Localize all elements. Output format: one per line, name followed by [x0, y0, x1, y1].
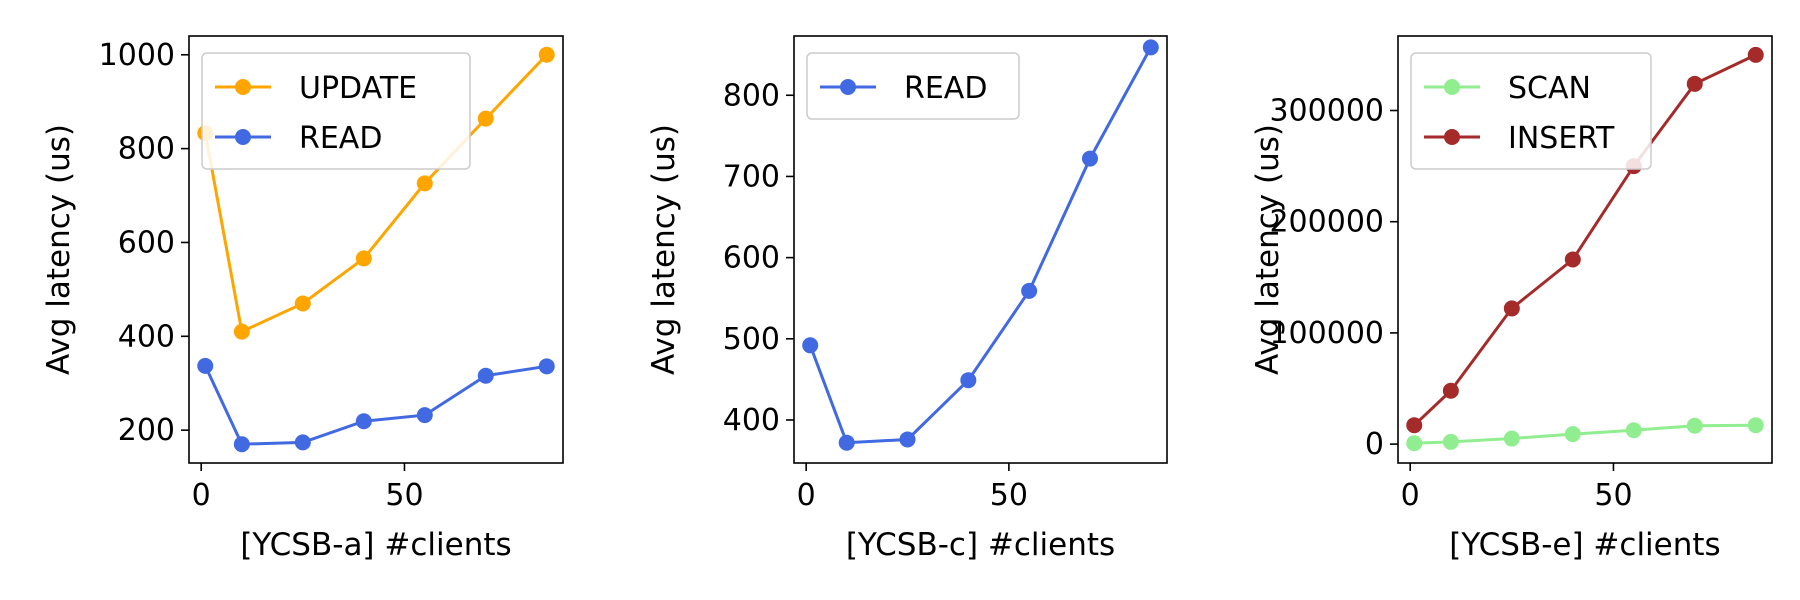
series-read [197, 357, 555, 453]
data-point-read [233, 436, 250, 453]
series-line-read [203, 364, 547, 446]
data-point-insert [1686, 75, 1703, 92]
data-point-scan [1406, 435, 1423, 452]
x-tick-label: 0 [192, 478, 211, 513]
y-tick-label: 200000 [1269, 205, 1384, 240]
axes-frame [1397, 35, 1773, 464]
axes-frame [188, 35, 564, 464]
legend-marker-read [840, 79, 856, 95]
series-read [802, 39, 1159, 451]
y-tick-label: 300000 [1269, 94, 1384, 129]
data-point-read [1081, 150, 1098, 167]
data-point-scan [1564, 426, 1581, 443]
y-tick-label: 500 [723, 322, 780, 357]
x-axis-label: [YCSB-c] #clients [846, 527, 1115, 563]
series-line-scan [1414, 423, 1756, 445]
data-point-read [838, 434, 855, 451]
data-point-read [355, 413, 372, 430]
legend-box [806, 52, 1020, 120]
series-update [197, 46, 555, 340]
y-tick-label: 800 [118, 132, 175, 167]
y-tick-label: 400 [118, 319, 175, 354]
y-tick-label: 600 [118, 225, 175, 260]
legend-box [201, 52, 471, 170]
data-point-read [197, 357, 214, 374]
y-axis-label: Avg latency (us) [1250, 124, 1286, 375]
data-point-read [899, 431, 916, 448]
x-axis-label: [YCSB-a] #clients [240, 527, 511, 563]
data-point-insert [1564, 251, 1581, 268]
data-point-scan [1442, 433, 1459, 450]
x-tick-label: 0 [1401, 478, 1420, 513]
data-point-scan [1503, 430, 1520, 447]
chart-panel-2: 400 500 600 700 800 0 50 [YCSB-c] #clients Avg l… [646, 35, 1168, 563]
axes-frame [793, 35, 1168, 464]
legend-marker-scan [1444, 79, 1460, 95]
data-point-update [355, 250, 372, 267]
data-point-update [538, 46, 555, 63]
data-point-read [294, 434, 311, 451]
data-point-update [233, 323, 250, 340]
y-axis-label: Avg latency (us) [41, 124, 77, 375]
legend-marker-insert [1444, 129, 1460, 145]
legend-label-insert: INSERT [1508, 121, 1615, 156]
legend-label-update: UPDATE [299, 71, 417, 106]
data-point-insert [1442, 382, 1459, 399]
data-point-read [960, 372, 977, 389]
data-point-scan [1686, 417, 1703, 434]
data-point-insert [1503, 300, 1520, 317]
data-point-scan [1747, 417, 1764, 434]
y-tick-label: 700 [723, 159, 780, 194]
data-point-update [477, 110, 494, 127]
y-tick-label: 1000 [99, 38, 175, 73]
data-point-read [802, 337, 819, 354]
y-tick-label: 400 [723, 403, 780, 438]
legend-label-read: READ [904, 71, 987, 106]
legend: READ [806, 52, 1020, 120]
x-tick-label: 0 [797, 478, 816, 513]
chart-panel-1: 200 400 600 800 1000 0 50 [YCSB-a] #clients Avg … [41, 35, 564, 563]
data-point-read [538, 358, 555, 375]
chart-panel-3: 0 100000 200000 300000 0 50 [YCSB-e] #clients A… [1250, 35, 1773, 563]
data-point-insert [1747, 46, 1764, 63]
legend-marker-read [235, 129, 251, 145]
legend-label-scan: SCAN [1508, 71, 1591, 106]
x-axis-label: [YCSB-e] #clients [1449, 527, 1720, 563]
legend: SCAN INSERT [1410, 52, 1652, 170]
x-tick-label: 50 [385, 478, 423, 513]
y-tick-label: 200 [118, 413, 175, 448]
legend: UPDATE READ [201, 52, 471, 170]
legend-marker-update [235, 79, 251, 95]
data-point-scan [1625, 422, 1642, 439]
data-point-read [477, 367, 494, 384]
data-point-update [294, 295, 311, 312]
y-tick-label: 0 [1365, 427, 1384, 462]
legend-box [1410, 52, 1652, 170]
series-scan [1406, 417, 1764, 452]
data-point-read [1142, 39, 1159, 56]
data-point-update [416, 175, 433, 192]
data-point-read [1021, 282, 1038, 299]
data-point-read [416, 407, 433, 424]
data-point-insert [1406, 417, 1423, 434]
x-tick-label: 50 [1594, 478, 1632, 513]
y-tick-label: 100000 [1269, 316, 1384, 351]
legend-label-read: READ [299, 121, 382, 156]
y-axis-label: Avg latency (us) [646, 124, 682, 375]
y-tick-label: 600 [723, 241, 780, 276]
y-tick-label: 800 [723, 78, 780, 113]
x-tick-label: 50 [990, 478, 1028, 513]
